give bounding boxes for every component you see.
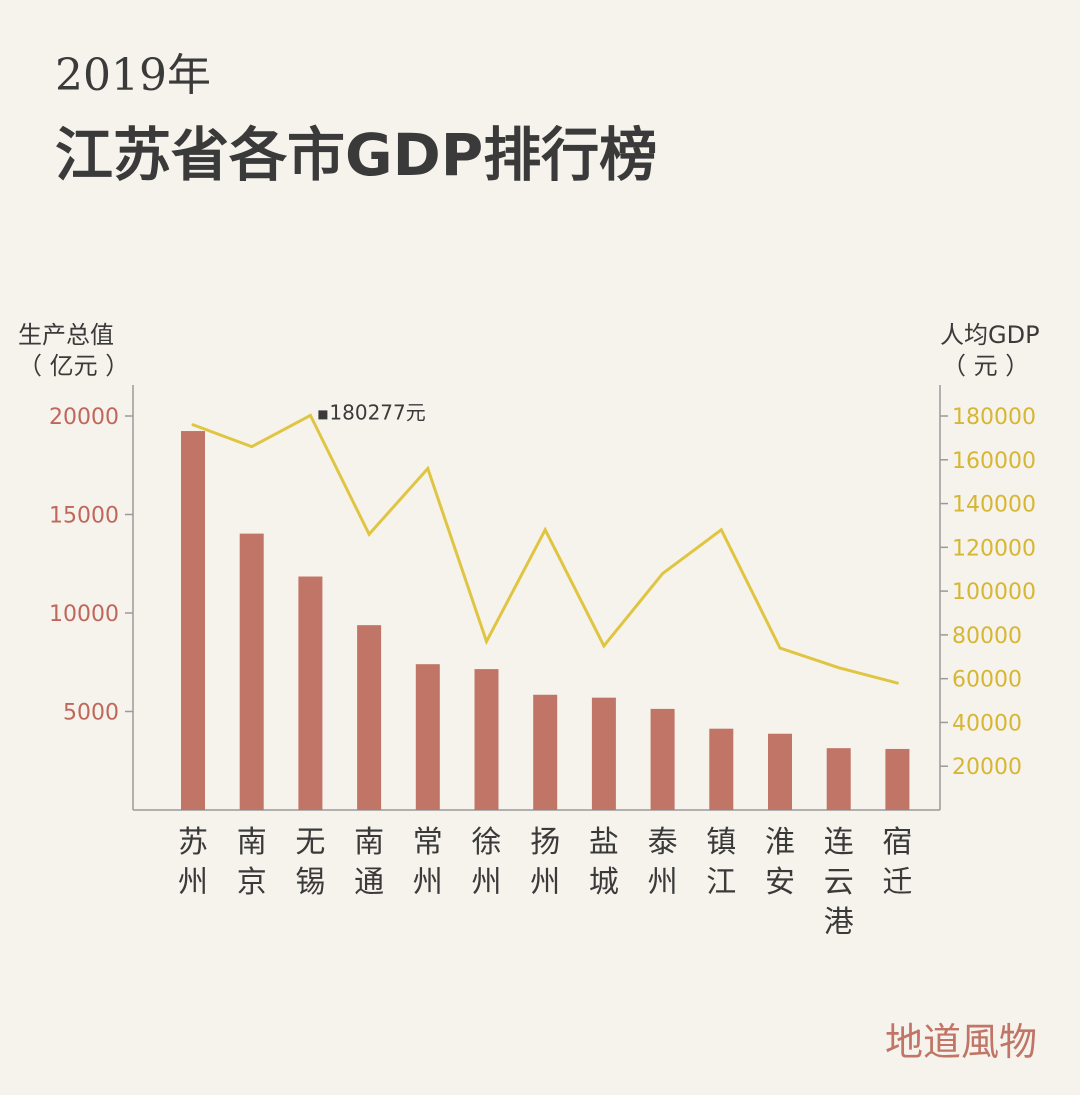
category-label-南京: 京 (237, 865, 267, 900)
category-label-泰州: 州 (648, 865, 678, 900)
category-label-南京: 南 (237, 825, 267, 860)
line-point-常州 (426, 467, 430, 471)
category-label-连云港: 港 (824, 905, 854, 940)
category-label-盐城: 盐 (589, 825, 619, 860)
category-label-扬州: 州 (530, 865, 560, 900)
line-point-扬州 (543, 528, 547, 532)
category-label-南通: 通 (354, 865, 384, 900)
line-point-宿迁 (895, 681, 899, 685)
category-label-徐州: 徐 (472, 825, 502, 860)
y-left-label-2: （ 亿元 ） (18, 352, 129, 380)
category-label-常州: 常 (413, 825, 443, 860)
line-point-无锡 (308, 413, 312, 417)
category-label-淮安: 淮 (765, 825, 795, 860)
bar-泰州 (650, 708, 675, 810)
y-right-tick-label: 20000 (952, 755, 1022, 780)
category-label-徐州: 州 (472, 865, 502, 900)
category-label-苏州: 州 (178, 865, 208, 900)
y-left-tick-label: 20000 (49, 405, 119, 430)
category-label-连云港: 连 (824, 825, 854, 860)
bar-无锡 (298, 576, 323, 810)
category-label-无锡: 锡 (295, 865, 325, 900)
bar-徐州 (474, 669, 499, 810)
y-right-tick-label: 60000 (952, 668, 1022, 693)
annotation-marker (318, 410, 328, 420)
y-right-tick-label: 40000 (952, 711, 1022, 736)
category-label-宿迁: 迁 (882, 865, 912, 900)
category-label-镇江: 江 (706, 865, 736, 900)
bar-扬州 (533, 694, 558, 810)
line-point-徐州 (485, 639, 488, 643)
bar-镇江 (709, 728, 734, 810)
line-point-盐城 (602, 644, 606, 648)
brand-logo-text: 地道風物 (885, 1020, 1037, 1064)
chart-title: 江苏省各市GDP排行榜 (55, 121, 657, 189)
category-label-扬州: 扬 (530, 825, 560, 860)
chart-title-year: 2019年 (55, 50, 211, 101)
bar-连云港 (826, 748, 851, 810)
category-label-无锡: 无 (295, 825, 325, 860)
line-point-淮安 (778, 646, 782, 650)
bar-南通 (357, 625, 382, 810)
category-label-淮安: 安 (765, 865, 795, 900)
y-right-tick-label: 100000 (952, 580, 1036, 605)
y-right-tick-label: 180000 (952, 405, 1036, 430)
y-right-tick-label: 160000 (952, 449, 1036, 474)
y-left-tick-label: 5000 (63, 701, 119, 726)
line-point-南京 (250, 445, 254, 449)
category-label-盐城: 城 (589, 865, 619, 900)
y-left-tick-label: 15000 (49, 504, 119, 529)
bar-南京 (239, 533, 264, 810)
y-right-label-1: 人均GDP (940, 321, 1040, 349)
category-label-泰州: 泰 (648, 825, 678, 860)
y-left-tick-label: 10000 (49, 602, 119, 627)
y-right-tick-label: 80000 (952, 624, 1022, 649)
bar-苏州 (181, 431, 205, 810)
category-label-常州: 州 (413, 865, 443, 900)
bar-常州 (415, 664, 440, 810)
y-right-tick-label: 120000 (952, 536, 1036, 561)
annotation-label: 180277元 (329, 400, 425, 424)
category-label-连云港: 云 (824, 865, 854, 900)
line-point-苏州 (191, 423, 195, 427)
y-left-label-1: 生产总值 (18, 321, 114, 349)
plot-area: 5000 10000 15000 20000 20000 40000 60000 80000 1… (49, 385, 1036, 940)
y-right-tick-label: 140000 (952, 493, 1036, 518)
category-label-宿迁: 宿 (882, 825, 912, 860)
category-label-南通: 南 (354, 825, 384, 860)
bar-盐城 (591, 697, 616, 810)
bar-淮安 (768, 733, 792, 810)
category-label-镇江: 镇 (706, 825, 736, 860)
y-right-label-2: （ 元 ） (942, 352, 1029, 380)
line-point-镇江 (719, 528, 723, 532)
bar-宿迁 (885, 748, 910, 810)
category-label-苏州: 苏 (178, 825, 208, 860)
line-point-泰州 (661, 572, 665, 576)
line-point-南通 (367, 532, 371, 536)
line-point-连云港 (837, 666, 841, 670)
